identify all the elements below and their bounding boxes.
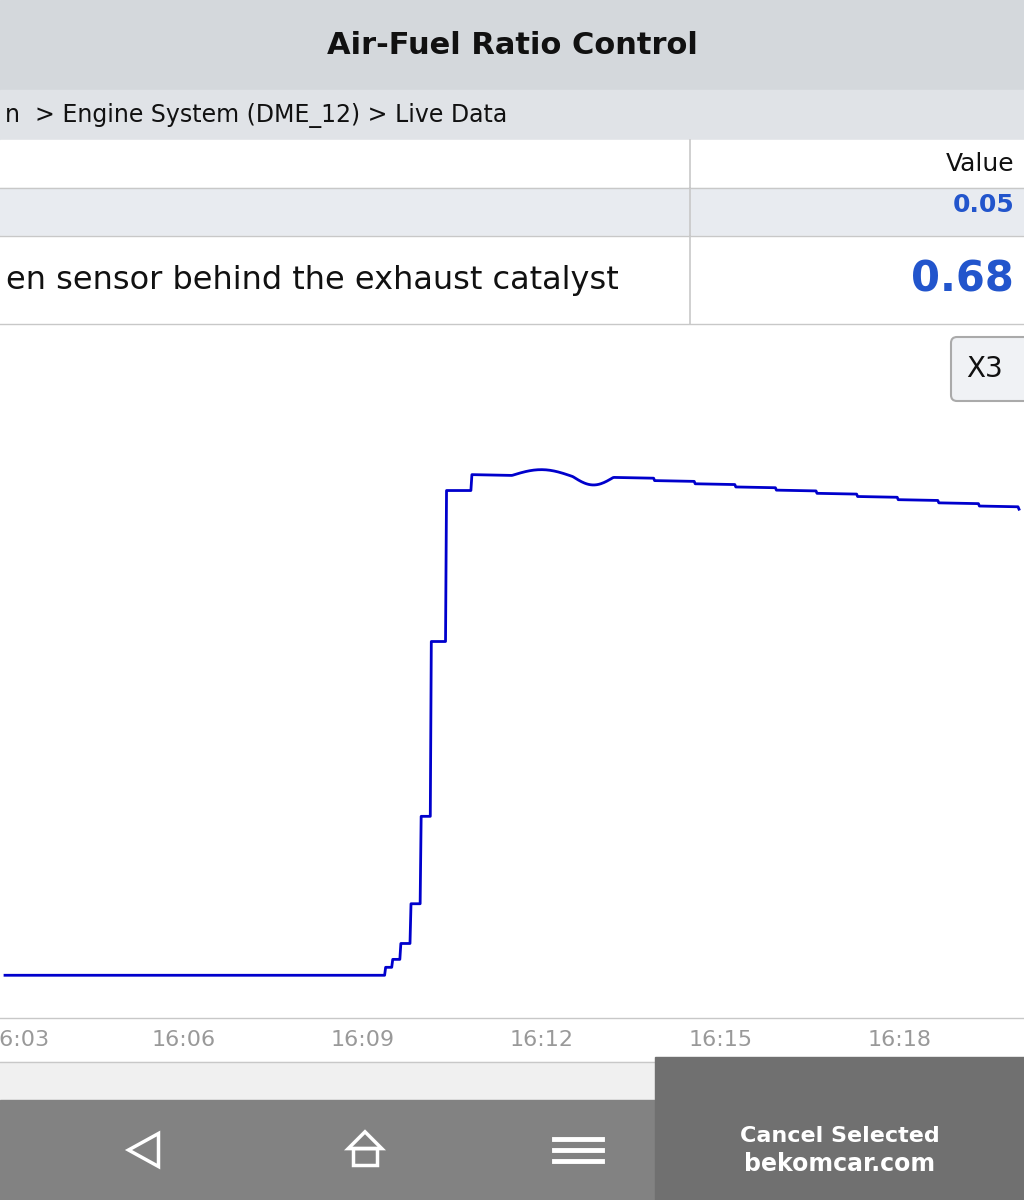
Text: Value: Value (945, 152, 1014, 176)
Text: 16:03: 16:03 (0, 1030, 50, 1050)
Text: 16:09: 16:09 (331, 1030, 395, 1050)
Bar (0, 90, 1024, 140)
Text: 16:06: 16:06 (152, 1030, 216, 1050)
Text: en sensor behind the exhaust catalyst: en sensor behind the exhaust catalyst (6, 264, 618, 295)
Bar (0, 1100, 1024, 1200)
FancyBboxPatch shape (951, 337, 1024, 401)
Bar (0, 236, 1024, 324)
Bar (0, 140, 1024, 188)
Bar (655, 1057, 1024, 1200)
Text: X3: X3 (967, 355, 1004, 383)
Text: 16:18: 16:18 (867, 1030, 932, 1050)
Bar (0, 414, 1024, 1018)
Bar (353, 1148, 377, 1165)
Text: 0.05: 0.05 (952, 193, 1014, 217)
Text: 16:12: 16:12 (510, 1030, 573, 1050)
Bar (0, 1062, 1024, 1100)
Bar (0, 188, 1024, 236)
Bar (0, 0, 1024, 90)
Text: 16:15: 16:15 (689, 1030, 753, 1050)
Bar (0, 1018, 1024, 1062)
Text: Cancel Selected: Cancel Selected (739, 1126, 939, 1146)
Text: bekomcar.com: bekomcar.com (744, 1152, 935, 1176)
Text: 0.68: 0.68 (911, 259, 1014, 301)
Text: n  > Engine System (DME_12) > Live Data: n > Engine System (DME_12) > Live Data (5, 102, 507, 127)
Text: Air-Fuel Ratio Control: Air-Fuel Ratio Control (327, 30, 697, 60)
Bar (0, 324, 1024, 414)
